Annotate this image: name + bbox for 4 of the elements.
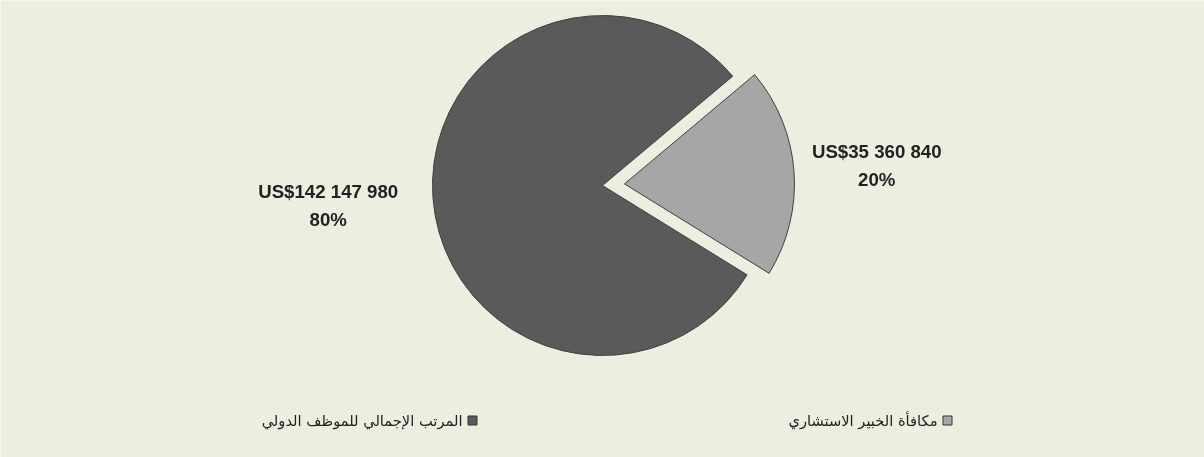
legend-label: المرتب الإجمالي للموظف الدولي (261, 412, 463, 430)
legend-label: مكافأة الخبير الاستشاري (788, 411, 938, 430)
data-label: US$142 147 980 80% (258, 181, 399, 230)
data-label: US$35 360 840 20% (811, 141, 942, 190)
